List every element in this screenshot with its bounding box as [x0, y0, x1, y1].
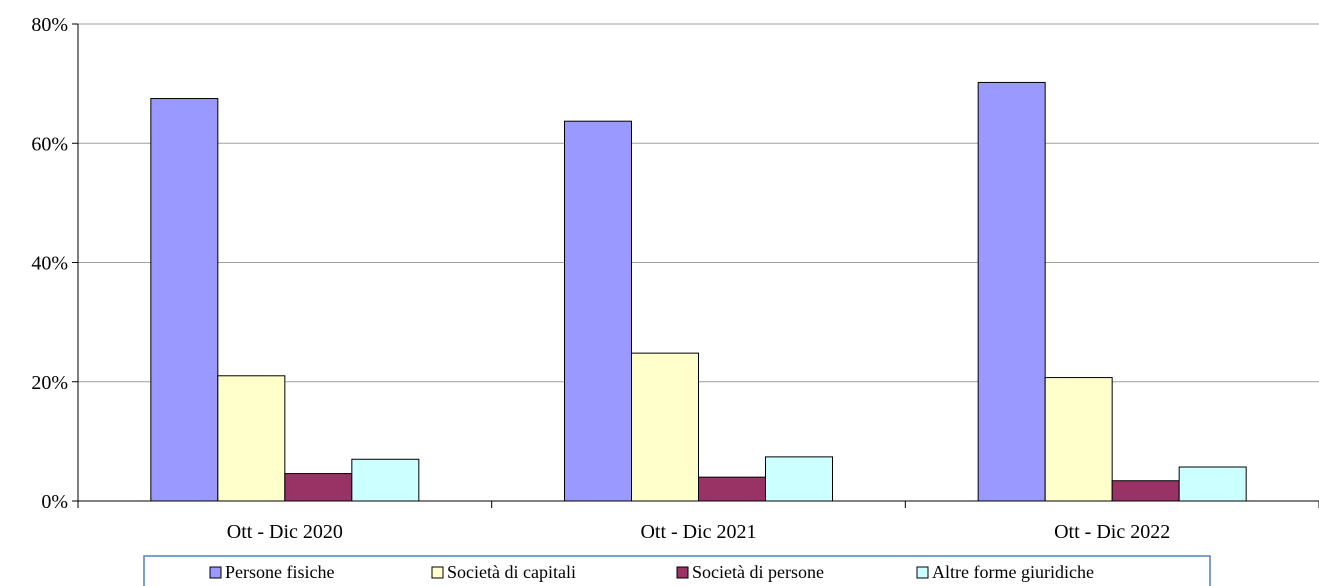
bar [977, 81, 1046, 502]
legend-label: Altre forme giuridiche [932, 562, 1094, 582]
y-tick-label: 20% [31, 372, 68, 394]
bar [698, 476, 766, 502]
y-tick-label: 40% [31, 253, 68, 275]
bar [1111, 480, 1180, 502]
bar [765, 456, 833, 502]
bar [217, 375, 286, 502]
y-tick-label: 0% [41, 491, 68, 513]
legend: Persone fisiche Società di capitali Societ… [143, 555, 1211, 586]
bar [631, 352, 699, 502]
x-tick-label: Ott - Dic 2020 [227, 521, 343, 543]
bar [351, 458, 420, 502]
bar [150, 98, 219, 502]
legend-label: Società di capitali [447, 562, 576, 582]
legend-swatch [431, 566, 444, 579]
x-tick-label: Ott - Dic 2021 [640, 521, 756, 543]
bar [284, 473, 353, 502]
legend-label: Persone fisiche [225, 562, 334, 582]
x-tick-label: Ott - Dic 2022 [1054, 521, 1170, 543]
bar [564, 120, 632, 502]
legend-label: Società di persone [692, 562, 824, 582]
axes: 0% 20% 40% 60% 80% Ott - Dic 2020 Ott - Dic 20… [31, 14, 1319, 543]
y-tick-label: 80% [31, 14, 68, 36]
bar [1044, 377, 1113, 502]
bar [1178, 466, 1247, 502]
legend-swatch [916, 566, 929, 579]
legend-swatch [676, 566, 689, 579]
y-tick-label: 60% [31, 133, 68, 155]
bars [150, 81, 1247, 502]
gridlines [78, 23, 1319, 383]
legend-swatch [209, 566, 222, 579]
